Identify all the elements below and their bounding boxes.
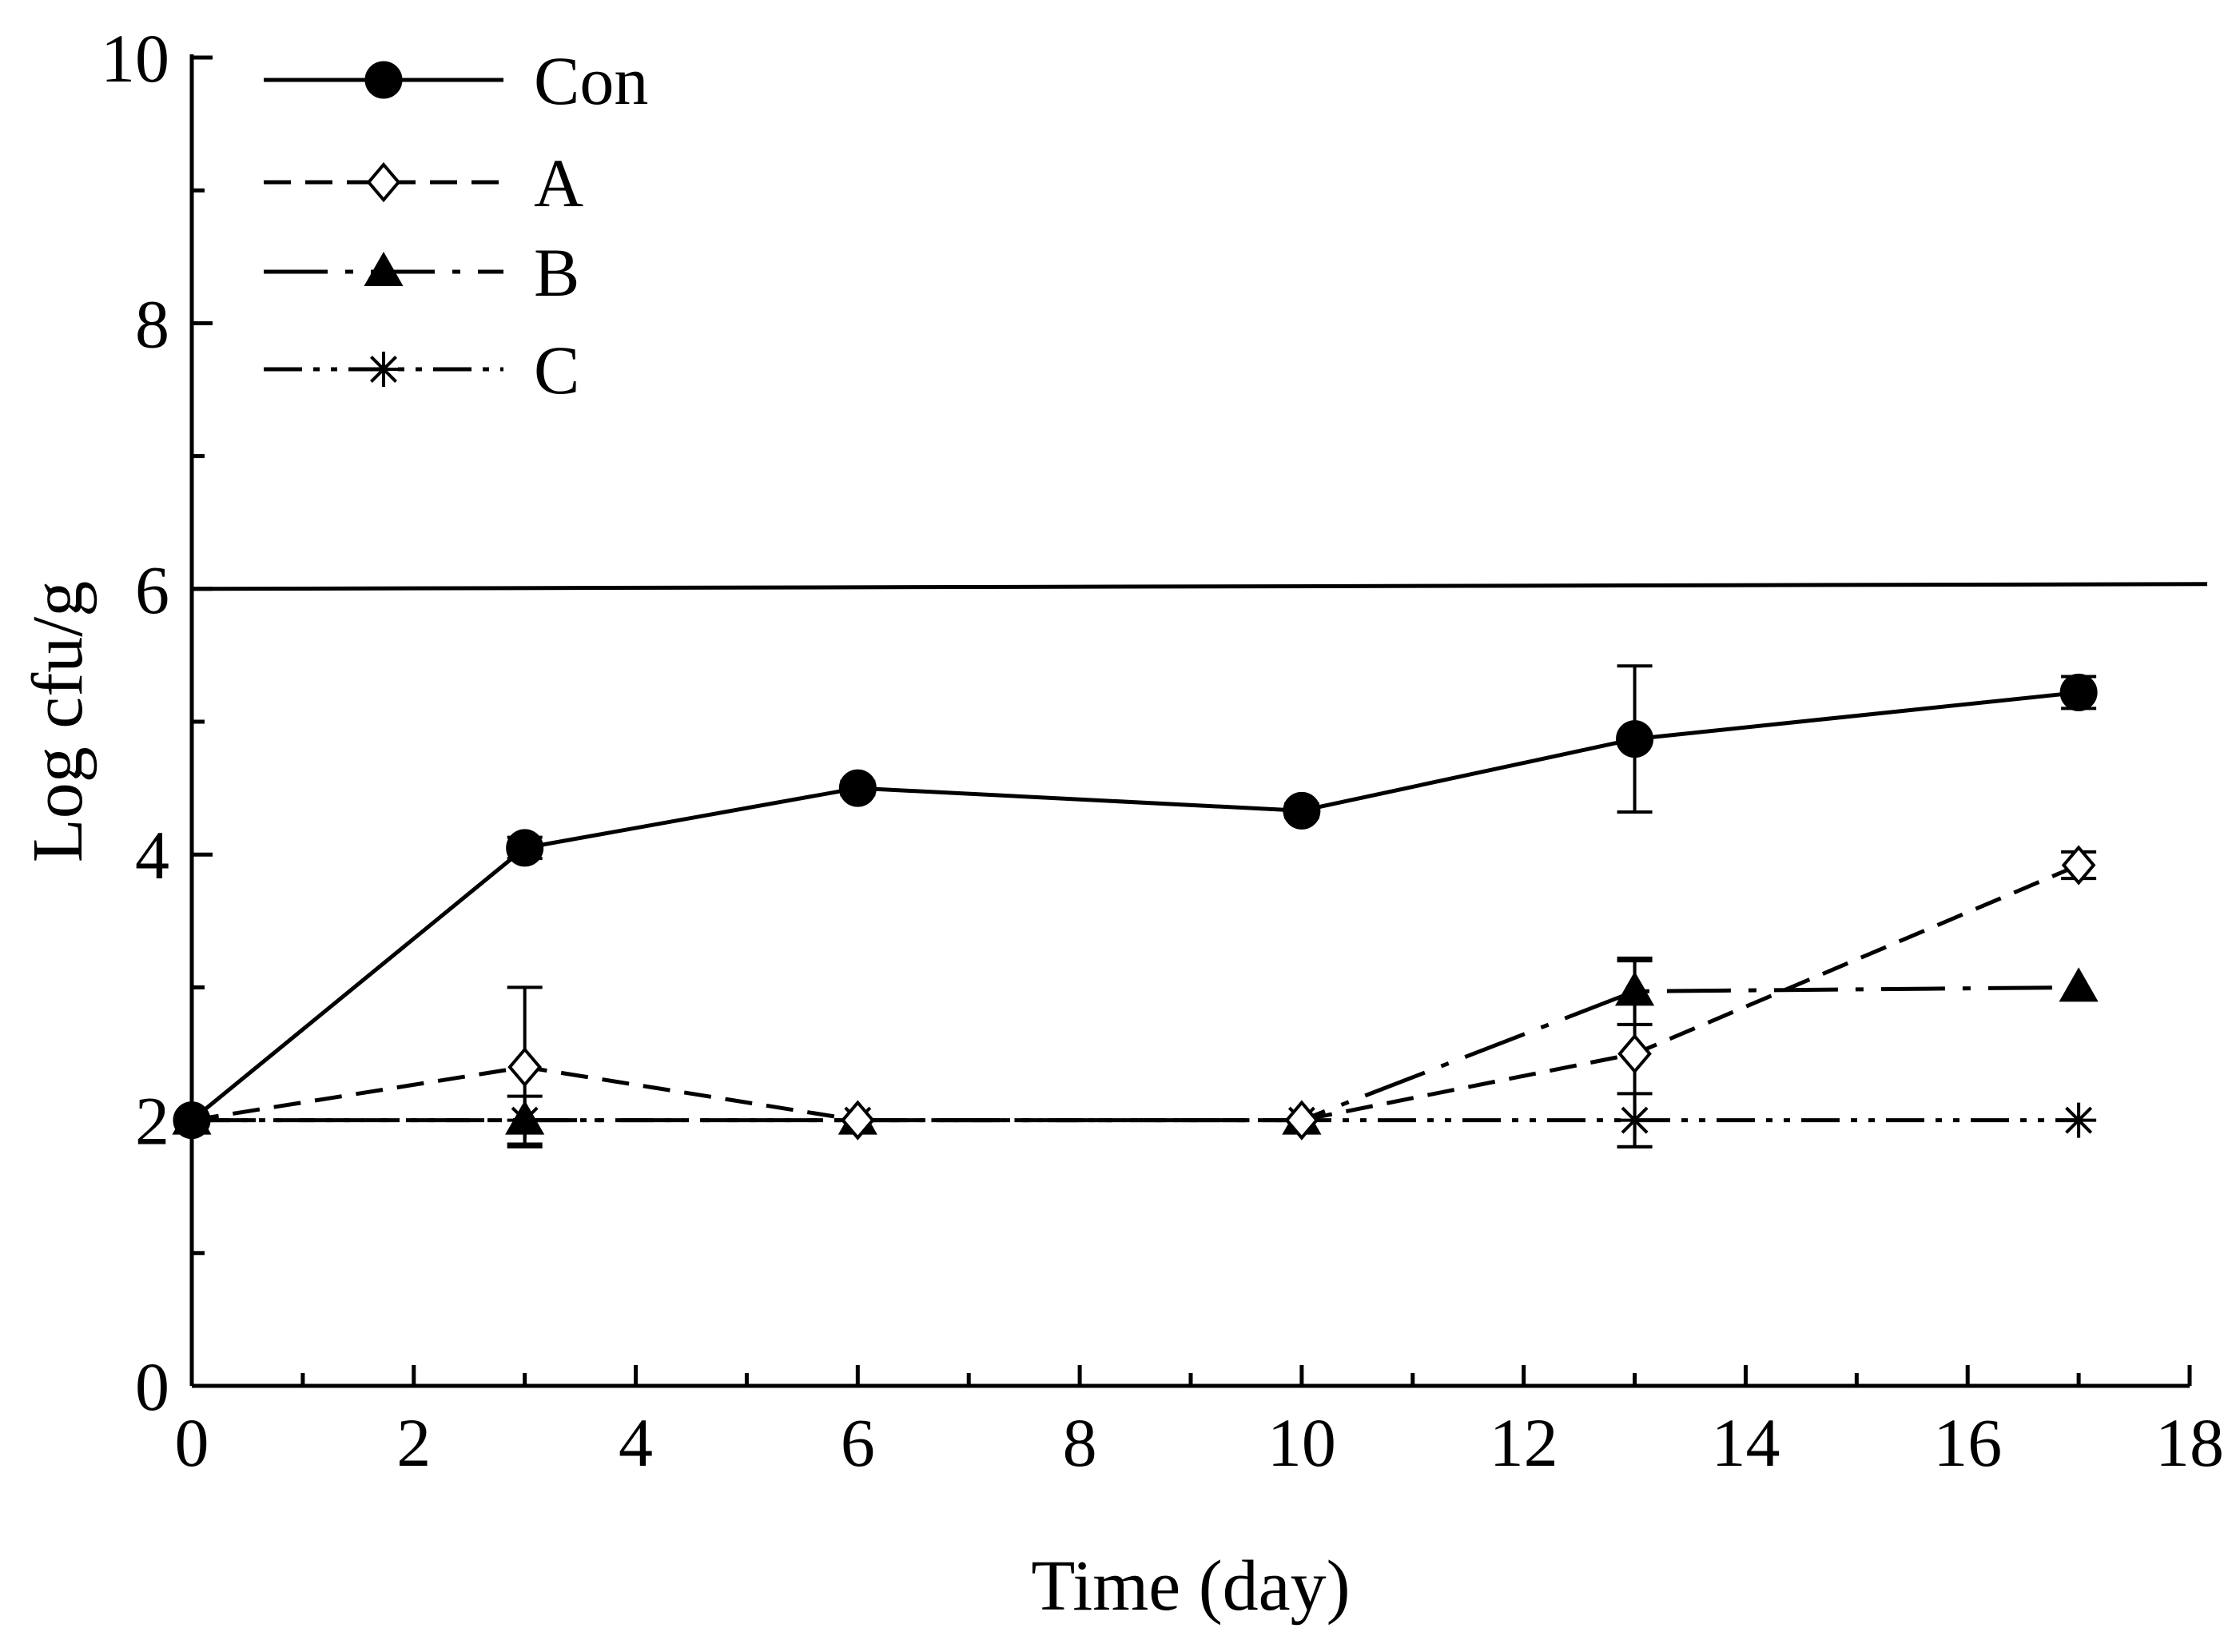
series-a [174, 845, 2097, 1148]
y-tick-label: 10 [101, 20, 169, 97]
marker-asterisk [366, 352, 401, 387]
marker-circle [506, 829, 544, 867]
marker-circle [1616, 720, 1654, 758]
x-tick-label: 18 [2155, 1404, 2224, 1481]
asterisk-stroke [2065, 1106, 2093, 1134]
legend-item-con: Con [264, 42, 648, 119]
marker-diamond [1284, 1100, 1319, 1140]
series-line [190, 690, 2079, 1122]
y-axis-title: Log cfu/g [18, 581, 97, 862]
legend-label: Con [534, 42, 648, 119]
x-tick-label: 8 [1063, 1404, 1097, 1481]
marker-circle [173, 1101, 211, 1140]
x-tick-label: 6 [841, 1404, 875, 1481]
marker-circle [1283, 791, 1321, 830]
marker-circle [2059, 673, 2098, 711]
x-tick-label: 10 [1267, 1404, 1336, 1481]
series-layer [172, 664, 2099, 1148]
series-b [172, 956, 2099, 1146]
y-tick-label: 4 [135, 817, 169, 894]
marker-circle [838, 769, 877, 807]
legend-label: B [534, 234, 579, 311]
marker-triangle [364, 251, 404, 286]
y-tick-label: 0 [135, 1348, 169, 1425]
legend-item-b: B [264, 234, 579, 311]
x-tick-label: 14 [1711, 1404, 1780, 1481]
marker-asterisk [2061, 1102, 2097, 1138]
x-tick-label: 4 [619, 1404, 653, 1481]
legend-label: C [534, 332, 579, 408]
marker-diamond [366, 161, 401, 203]
legend-label: A [534, 145, 583, 221]
marker-diamond [507, 1047, 542, 1088]
series-line [191, 863, 2080, 1123]
axes: 0 2 4 6 8 10 12 14 16 18 0 2 4 6 8 10 [101, 20, 2224, 1481]
reference-lines [191, 582, 2208, 591]
marker-circle [364, 61, 403, 99]
legend-item-a: A [264, 145, 583, 221]
y-tick-label: 8 [135, 285, 169, 362]
x-tick-label: 2 [396, 1404, 431, 1481]
series-con [173, 664, 2098, 1140]
reference-line [191, 582, 2208, 591]
marker-triangle [2059, 967, 2099, 1002]
marker-diamond [1617, 1033, 1652, 1074]
legend: Con ABC [264, 42, 648, 408]
y-tick-label: 2 [135, 1083, 169, 1160]
y-tick-label: 6 [135, 551, 169, 628]
x-axis-title: Time (day) [1031, 1547, 1350, 1626]
legend-item-c: C [264, 332, 579, 408]
x-tick-label: 16 [1933, 1404, 2002, 1481]
marker-diamond [841, 1100, 875, 1140]
x-tick-label: 12 [1490, 1404, 1558, 1481]
marker-diamond [2061, 845, 2096, 886]
x-tick-label: 0 [175, 1404, 209, 1481]
series-line [192, 985, 2079, 1123]
asterisk-stroke [370, 356, 397, 383]
